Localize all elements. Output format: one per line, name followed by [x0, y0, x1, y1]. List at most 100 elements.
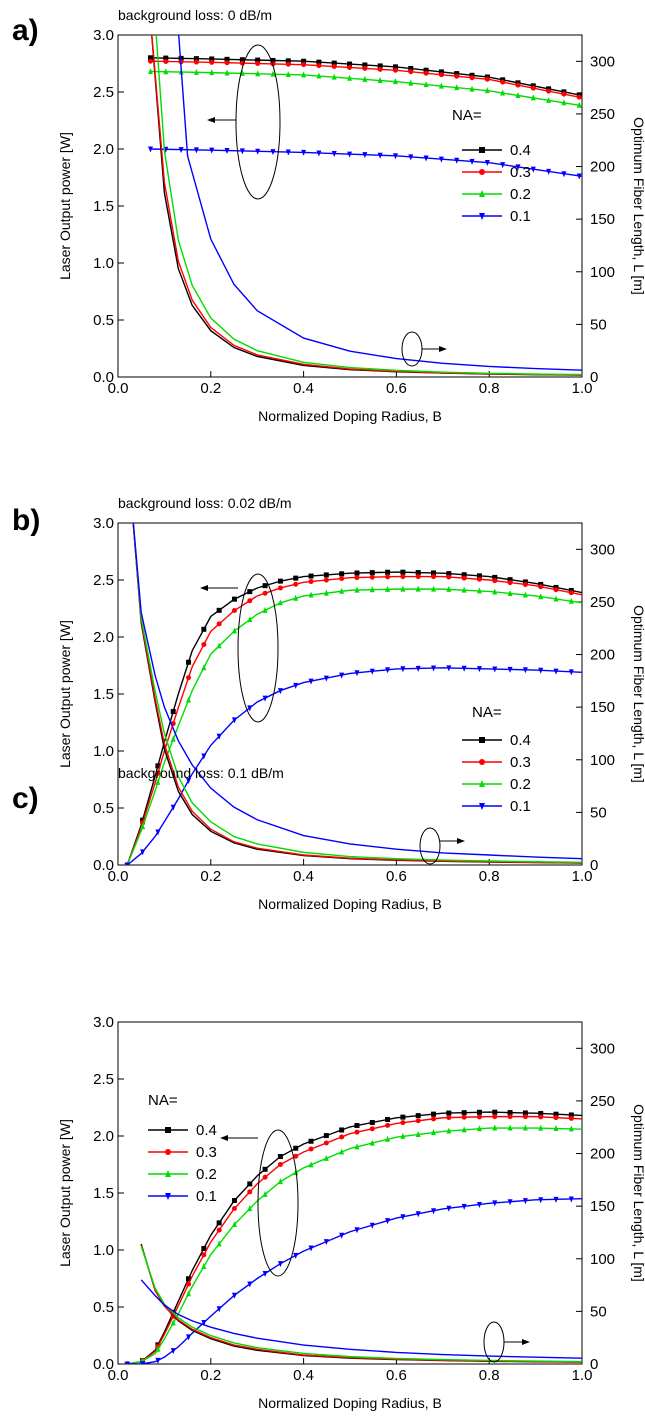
data-point — [347, 151, 353, 158]
data-point — [484, 87, 490, 94]
data-point — [247, 598, 253, 604]
y2-tick-label: 300 — [590, 1040, 615, 1057]
data-point — [155, 1357, 161, 1364]
data-point — [476, 1109, 482, 1115]
data-point — [461, 575, 467, 581]
data-point — [308, 1245, 314, 1252]
data-point — [507, 1114, 513, 1120]
series-line-left-0.1 — [126, 667, 582, 865]
data-point — [247, 1181, 253, 1187]
data-point — [568, 1112, 574, 1118]
legend-entry: 0.1 — [196, 1188, 217, 1205]
data-point — [209, 69, 215, 76]
data-point — [507, 589, 513, 596]
data-point — [385, 667, 391, 674]
y2-tick-label: 150 — [590, 1198, 615, 1215]
data-point — [308, 1161, 314, 1168]
data-point — [170, 709, 176, 715]
data-point — [277, 1178, 283, 1185]
data-point — [423, 155, 429, 162]
data-point — [522, 1110, 528, 1116]
data-point — [476, 666, 482, 673]
y-tick-label: 3.0 — [93, 515, 114, 532]
data-point — [415, 1113, 421, 1119]
x-axis-label: Normalized Doping Radius, B — [258, 1395, 442, 1411]
legend-entry: 0.3 — [510, 164, 531, 181]
x-tick-label: 0.6 — [386, 1367, 407, 1384]
data-point — [522, 667, 528, 674]
y2-tick-label: 0 — [590, 1356, 598, 1373]
data-point — [216, 621, 222, 627]
y-axis-label: Laser Output power [W] — [57, 132, 73, 280]
data-point — [522, 1124, 528, 1131]
left-arrow-head — [200, 585, 208, 591]
right-arrow-head — [457, 838, 465, 844]
y-tick-label: 0.0 — [93, 1356, 114, 1373]
data-point — [484, 76, 490, 82]
data-point — [546, 88, 552, 94]
data-point — [530, 166, 536, 173]
data-point — [385, 574, 391, 580]
data-point — [479, 803, 485, 810]
data-point — [124, 862, 130, 865]
series-line-left-0.2 — [127, 1127, 582, 1364]
data-point — [262, 1174, 268, 1180]
data-point — [239, 57, 245, 63]
data-point — [461, 665, 467, 672]
data-point — [568, 1125, 574, 1132]
data-point — [270, 149, 276, 156]
data-point — [285, 61, 291, 67]
data-point — [446, 1205, 452, 1212]
x-tick-label: 0.2 — [200, 868, 221, 885]
series-line-left-0.1 — [127, 1198, 582, 1364]
right-arrow-head — [439, 346, 447, 352]
data-point — [415, 1130, 421, 1137]
y2-tick-label: 0 — [590, 369, 598, 386]
data-point — [216, 733, 222, 740]
data-point — [323, 589, 329, 596]
data-point — [408, 79, 414, 86]
panel-label: b) — [12, 504, 40, 537]
legend-entry: 0.2 — [510, 776, 531, 793]
data-point — [400, 1120, 406, 1126]
left-axis-group-ellipse — [237, 573, 279, 723]
data-point — [476, 1201, 482, 1208]
data-point — [522, 581, 528, 587]
data-point — [209, 147, 215, 154]
data-point — [216, 642, 222, 649]
y2-tick-label: 200 — [590, 1146, 615, 1163]
data-point — [362, 152, 368, 159]
data-point — [170, 804, 176, 811]
data-point — [285, 149, 291, 156]
data-point — [484, 160, 490, 167]
y2-tick-label: 0 — [590, 857, 598, 874]
data-point — [415, 570, 421, 576]
x-tick-label: 0.4 — [293, 868, 314, 885]
x-tick-label: 1.0 — [572, 1367, 593, 1384]
data-point — [201, 1320, 207, 1327]
data-point — [423, 81, 429, 88]
data-point — [323, 1140, 329, 1146]
y2-tick-label: 100 — [590, 264, 615, 281]
data-point — [201, 1252, 207, 1258]
data-point — [293, 1153, 299, 1159]
data-point — [446, 1127, 452, 1134]
data-point — [377, 77, 383, 84]
data-point — [454, 84, 460, 91]
data-point — [423, 70, 429, 76]
y-tick-label: 1.5 — [93, 686, 114, 703]
series-line-right-0.1 — [140, 1279, 582, 1359]
data-point — [216, 607, 222, 613]
data-point — [515, 91, 521, 98]
data-point — [568, 597, 574, 604]
data-point — [492, 574, 498, 580]
data-point — [354, 586, 360, 593]
y-tick-label: 1.0 — [93, 1242, 114, 1259]
legend-entry: 0.4 — [510, 142, 531, 159]
data-point — [170, 735, 176, 742]
data-point — [415, 1118, 421, 1124]
series-line-right-0.2 — [155, 35, 582, 376]
data-point — [231, 1220, 237, 1227]
data-point — [308, 579, 314, 585]
data-point — [479, 759, 485, 765]
